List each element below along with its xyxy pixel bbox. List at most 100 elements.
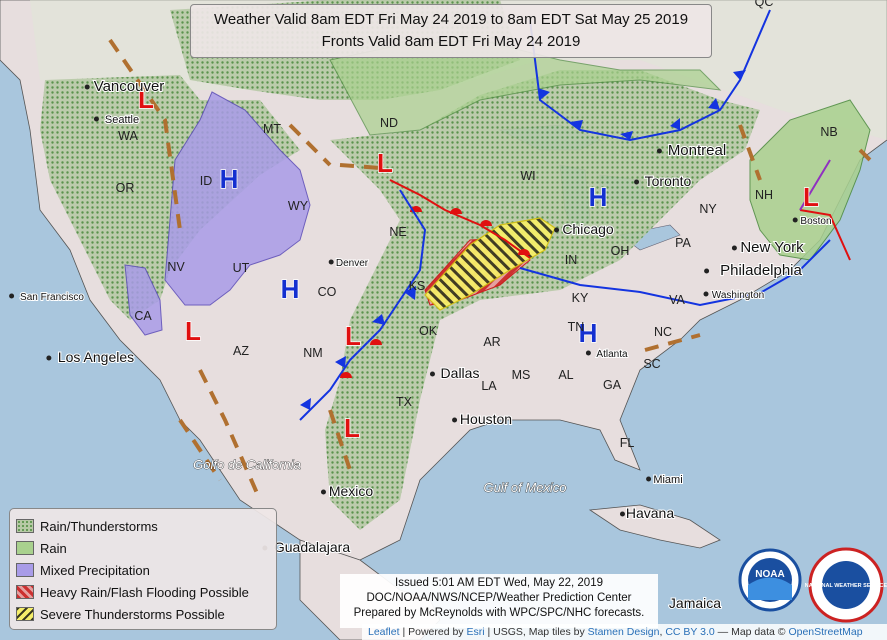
dryline-cold-front-south [299, 189, 427, 421]
map-title: Weather Valid 8am EDT Fri May 24 2019 to… [190, 4, 712, 58]
water-labels: Golfo de California Gulf of Mexico [193, 457, 567, 496]
state-label: OK [419, 324, 438, 338]
state-label: UT [233, 261, 250, 275]
severe-thunderstorms-area [424, 217, 556, 311]
city-label: Vancouver [94, 78, 165, 95]
city-label: Philadelphia [720, 262, 802, 279]
attribution-text: | Powered by [402, 626, 464, 638]
city-dot [731, 245, 737, 251]
city-label: Boston [800, 216, 831, 227]
nws-logo: NATIONAL WEATHER SERVICE [805, 547, 887, 623]
city-dot [93, 116, 99, 122]
state-label: QC [755, 0, 774, 9]
legend-label: Rain/Thunderstorms [40, 518, 158, 534]
legend-swatch-rain-thunderstorms [16, 519, 34, 533]
city-dot [328, 259, 334, 265]
state-label: FL [620, 436, 635, 450]
cold-front-north [529, 9, 771, 142]
state-label: KS [409, 279, 426, 293]
city-dot [703, 291, 709, 297]
city-label: Chicago [562, 221, 614, 237]
city-dot [9, 293, 15, 299]
esri-link[interactable]: Esri [466, 626, 485, 638]
legend-item-heavy-rain: Heavy Rain/Flash Flooding Possible [16, 581, 276, 603]
city-dot [619, 511, 625, 517]
city-dot [656, 148, 662, 154]
legend-item-severe-thunderstorms: Severe Thunderstorms Possible [16, 603, 276, 625]
title-line-1: Weather Valid 8am EDT Fri May 24 2019 to… [213, 11, 689, 28]
svg-text:NOAA: NOAA [755, 569, 784, 580]
state-label: GA [603, 378, 622, 392]
legend-swatch-severe-thunderstorms [16, 607, 34, 621]
state-label: WA [118, 129, 138, 143]
troughs [108, 38, 877, 501]
low-pressure-label: L [138, 84, 154, 114]
mixed-precipitation-rockies [164, 91, 311, 306]
state-label: AL [558, 368, 573, 382]
city-label: Atlanta [596, 349, 628, 360]
cc-link[interactable]: CC BY 3.0 [665, 626, 715, 638]
city-dot [84, 84, 90, 90]
high-pressure-label: H [281, 274, 300, 304]
noaa-logo: NOAA [738, 548, 802, 612]
low-pressure-label: L [345, 321, 361, 351]
city-label: Guadalajara [274, 539, 350, 555]
state-label: IN [565, 253, 578, 267]
attribution-text: — Map data © [717, 626, 786, 638]
city-dot [634, 179, 640, 185]
city-label: Jamaica [669, 595, 721, 611]
issued-line-3: Prepared by McReynolds with WPC/SPC/NHC … [353, 607, 645, 619]
low-pressure-label: L [344, 413, 360, 443]
stamen-link[interactable]: Stamen Design [587, 626, 660, 638]
svg-text:NATIONAL WEATHER SERVICE: NATIONAL WEATHER SERVICE [805, 583, 887, 589]
city-labels: Vancouver Seattle San Francisco Los Angeles… [9, 77, 833, 612]
pressure-centers: L L L L L L H H H H [137, 83, 820, 444]
city-label: Washington [712, 290, 764, 301]
city-label: Los Angeles [58, 349, 134, 365]
legend-label: Heavy Rain/Flash Flooding Possible [40, 584, 249, 600]
rain-northeast [749, 99, 871, 261]
city-dot [320, 489, 326, 495]
city-label: Dallas [441, 365, 480, 381]
state-label: NB [820, 125, 837, 139]
state-label: NM [303, 346, 322, 360]
legend-swatch-rain [16, 541, 34, 555]
state-label: TX [396, 395, 413, 409]
state-label: NY [699, 202, 717, 216]
state-label: AR [483, 335, 500, 349]
legend: Rain/Thunderstorms Rain Mixed Precipitat… [9, 508, 277, 630]
state-label: OH [611, 244, 630, 258]
legend-item-mixed-precipitation: Mixed Precipitation [16, 559, 276, 581]
state-label: WI [520, 169, 535, 183]
city-dot [585, 350, 591, 356]
issued-line-2: DOC/NOAA/NWS/NCEP/Weather Prediction Cen… [366, 592, 632, 604]
high-pressure-label: H [579, 318, 598, 348]
state-label: LA [481, 379, 497, 393]
state-label: MT [263, 122, 281, 136]
legend-item-rain: Rain [16, 537, 276, 559]
rain-thunderstorms-central [325, 70, 760, 530]
issued-info: Issued 5:01 AM EDT Wed, May 22, 2019 DOC… [340, 574, 658, 628]
city-label: Toronto [645, 173, 692, 189]
state-label: NV [167, 260, 185, 274]
city-label: Seattle [105, 114, 139, 126]
state-label: SC [643, 357, 660, 371]
water-label: Gulf of Mexico [483, 480, 566, 495]
attribution-text: | USGS, Map tiles by [487, 626, 585, 638]
high-pressure-label: H [589, 182, 608, 212]
state-label: KY [572, 291, 589, 305]
low-pressure-label: L [185, 316, 201, 346]
osm-link[interactable]: OpenStreetMap [788, 626, 863, 638]
state-label: TN [568, 320, 585, 334]
legend-item-rain-thunderstorms: Rain/Thunderstorms [16, 515, 276, 537]
state-label: VA [669, 293, 685, 307]
leaflet-link[interactable]: Leaflet [368, 626, 400, 638]
state-label: NC [654, 325, 672, 339]
state-label: NH [755, 188, 773, 202]
city-dot [46, 355, 52, 361]
legend-swatch-mixed-precipitation [16, 563, 34, 577]
city-label: Houston [460, 411, 512, 427]
city-label: New York [740, 239, 804, 256]
state-label: MS [512, 368, 531, 382]
water-label: Golfo de California [193, 457, 301, 472]
